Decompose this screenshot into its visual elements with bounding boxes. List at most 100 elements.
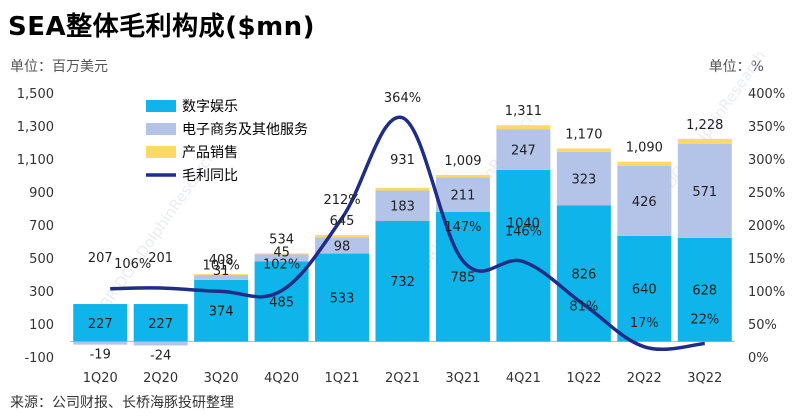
label-digital: 227 — [148, 317, 173, 332]
y-tick-label: 300 — [29, 285, 54, 300]
y2-tick-label: 150% — [748, 252, 785, 267]
label-total: 1,228 — [686, 118, 723, 133]
label-yoy: 364% — [384, 91, 421, 106]
legend-swatch-products — [146, 146, 176, 158]
y-tick-label: 1,500 — [17, 87, 54, 102]
label-total: 207 — [88, 251, 113, 266]
label-digital: 374 — [209, 305, 234, 320]
label-digital: 485 — [269, 295, 294, 310]
label-digital: 640 — [632, 283, 657, 298]
label-yoy: 146% — [505, 225, 542, 240]
label-yoy: 22% — [690, 312, 719, 327]
bar-products — [194, 274, 249, 276]
y2-tick-label: 50% — [748, 318, 777, 333]
x-tick-label: 3Q21 — [445, 371, 480, 386]
bar-ecommerce — [194, 274, 249, 280]
bar-products — [315, 235, 370, 238]
bar-ecommerce — [375, 190, 430, 221]
bar-ecommerce — [73, 341, 128, 345]
bar-ecommerce — [254, 254, 309, 262]
label-ecommerce: 247 — [511, 144, 536, 159]
label-ecommerce: 98 — [334, 239, 351, 254]
bar-digital — [73, 304, 128, 342]
y2-tick-label: 100% — [748, 285, 785, 300]
label-digital: 785 — [451, 271, 476, 286]
y2-tick-label: 200% — [748, 219, 785, 234]
x-tick-label: 3Q20 — [204, 371, 239, 386]
y-tick-label: 1,300 — [17, 120, 54, 135]
label-yoy: 212% — [323, 193, 360, 208]
y-tick-label: 700 — [29, 219, 54, 234]
left-unit-label: 单位：百万美元 — [10, 59, 108, 75]
bar-digital — [617, 235, 672, 342]
y-tick-label: 500 — [29, 252, 54, 267]
legend-label-ecommerce: 电子商务及其他服务 — [182, 122, 308, 138]
bar-ecommerce — [133, 341, 188, 346]
x-tick-label: 4Q21 — [506, 371, 541, 386]
label-ecommerce: 31 — [213, 264, 230, 279]
label-yoy: 81% — [569, 300, 598, 315]
y-tick-label: 900 — [29, 186, 54, 201]
label-total: 1,170 — [565, 127, 602, 142]
bar-digital — [375, 220, 430, 342]
axes: -100 100 300 500 700 900 1,100 1,300 1,500 0% 50% 1… — [17, 87, 785, 386]
label-total: 534 — [269, 232, 294, 247]
x-tick-label: 3Q22 — [687, 371, 722, 386]
bar-products — [556, 148, 611, 152]
bar-digital — [677, 237, 732, 342]
x-tick-label: 2Q22 — [627, 371, 662, 386]
bar-digital — [315, 253, 370, 342]
label-total: 1,090 — [626, 141, 663, 156]
label-yoy: 147% — [444, 220, 481, 235]
label-digital: 533 — [330, 292, 355, 307]
bar-ecommerce — [435, 177, 490, 212]
legend-swatch-digital — [146, 100, 176, 112]
bar-digital — [496, 169, 551, 342]
legend-label-digital: 数字娱乐 — [182, 99, 238, 115]
label-digital: 732 — [390, 275, 415, 290]
y2-tick-label: 300% — [748, 153, 785, 168]
bar-ecommerce — [617, 165, 672, 236]
bar-products — [435, 175, 490, 178]
label-total: 1,009 — [444, 154, 481, 169]
bar-ecommerce — [496, 129, 551, 170]
label-total: 408 — [209, 253, 234, 268]
label-yoy: 101% — [203, 258, 240, 273]
label-total: 201 — [148, 251, 173, 266]
label-ecommerce: 323 — [571, 173, 596, 188]
page-title: SEA整体毛利构成($mn) — [8, 12, 316, 42]
yoy-line — [110, 115, 705, 352]
yoy-line-layer — [110, 115, 705, 352]
bar-products — [617, 161, 672, 166]
label-digital: 1040 — [507, 217, 540, 232]
bar-ecommerce — [315, 237, 370, 254]
y-tick-label: 1,100 — [17, 153, 54, 168]
label-total: 1,311 — [505, 104, 542, 119]
label-digital: 227 — [88, 317, 113, 332]
label-ecommerce: -24 — [150, 348, 171, 363]
legend-label-yoy: 毛利同比 — [182, 168, 238, 184]
x-tick-label: 1Q21 — [325, 371, 360, 386]
source-note: 来源：公司财报、长桥海豚投研整理 — [10, 395, 234, 411]
label-ecommerce: 571 — [692, 185, 717, 200]
x-tick-label: 1Q20 — [83, 371, 118, 386]
bar-products — [254, 253, 309, 255]
label-total: 931 — [390, 153, 415, 168]
legend-label-products: 产品销售 — [182, 145, 238, 161]
y-tick-label: 100 — [29, 318, 54, 333]
legend-swatch-ecommerce — [146, 123, 176, 135]
x-tick-label: 4Q20 — [264, 371, 299, 386]
label-ecommerce: -19 — [90, 348, 111, 363]
x-tick-label: 2Q20 — [143, 371, 178, 386]
bar-products — [375, 187, 430, 191]
bar-products — [496, 125, 551, 130]
y-tick-label: -100 — [24, 351, 54, 366]
label-ecommerce: 45 — [273, 245, 290, 260]
x-tick-label: 1Q22 — [566, 371, 601, 386]
label-yoy: 102% — [263, 258, 300, 273]
bar-ecommerce — [556, 151, 611, 206]
label-ecommerce: 426 — [632, 195, 657, 210]
